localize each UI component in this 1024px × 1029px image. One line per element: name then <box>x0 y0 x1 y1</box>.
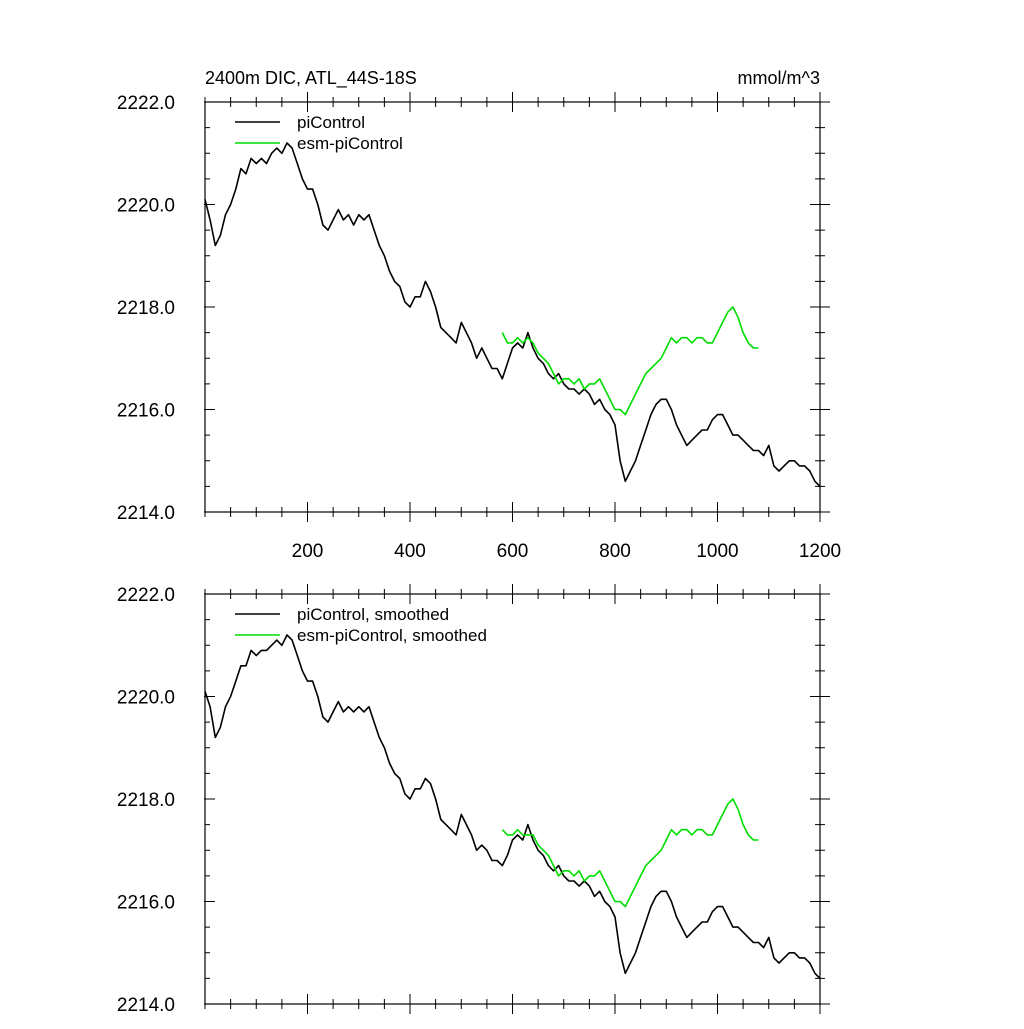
panel-top: 2400m DIC, ATL_44S-18S mmol/m^3 2214.022… <box>117 68 841 562</box>
y-tick-label: 2220.0 <box>117 688 175 709</box>
x-tick-label: 600 <box>497 541 529 562</box>
units-label: mmol/m^3 <box>738 68 820 88</box>
x-tick-label: 1200 <box>799 541 841 562</box>
ticks-layer: 2214.0 2216.0 2218.0 2220.0 2222.0 200 400 600 8… <box>117 92 841 562</box>
series-layer <box>204 634 821 979</box>
y-tick-label: 2222.0 <box>117 93 175 114</box>
y-tick-label: 2218.0 <box>117 298 175 319</box>
legend-label: esm-piControl, smoothed <box>297 626 487 645</box>
chart-title: 2400m DIC, ATL_44S-18S <box>205 68 417 89</box>
y-tick-label: 2220.0 <box>117 196 175 217</box>
y-tick-label: 2222.0 <box>117 585 175 606</box>
series-line-picontrol <box>204 634 821 979</box>
x-tick-label: 1000 <box>696 541 738 562</box>
legend-label: piControl <box>297 113 365 132</box>
x-tick-label: 800 <box>599 541 631 562</box>
y-tick-label: 2216.0 <box>117 401 175 422</box>
x-tick-label: 200 <box>292 541 324 562</box>
legend-label: piControl, smoothed <box>297 605 449 624</box>
series-layer <box>204 142 821 487</box>
y-tick-label: 2214.0 <box>117 503 175 524</box>
ticks-layer: 2214.0 2216.0 2218.0 2220.0 2222.0 <box>117 584 830 1016</box>
y-tick-label: 2218.0 <box>117 790 175 811</box>
x-tick-label: 400 <box>394 541 426 562</box>
y-tick-label: 2214.0 <box>117 995 175 1016</box>
legend: piControl esm-piControl <box>235 113 403 153</box>
y-tick-label: 2216.0 <box>117 893 175 914</box>
legend-label: esm-piControl <box>297 134 403 153</box>
legend: piControl, smoothed esm-piControl, smooth… <box>235 605 487 645</box>
panel-bottom: 2214.0 2216.0 2218.0 2220.0 2222.0 piControl… <box>117 584 830 1016</box>
series-line-picontrol <box>204 142 821 487</box>
series-line-esm-picontrol <box>501 798 759 908</box>
series-line-esm-picontrol <box>501 306 759 416</box>
